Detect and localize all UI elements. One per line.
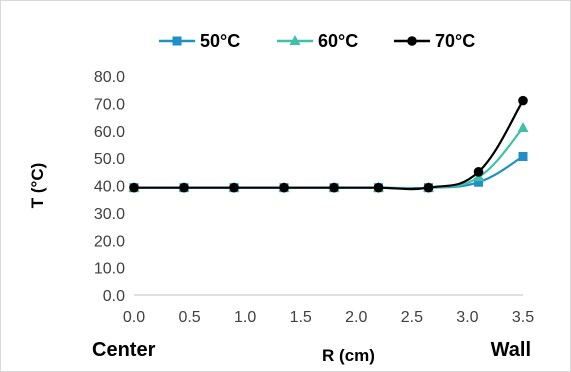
series-70CC xyxy=(129,95,528,193)
axes: 0.0 0.5 1.0 1.5 2.0 2.5 3.0 3.5 0.0 10.0 20.0 30.0… xyxy=(94,69,534,326)
x-tick-label: 2.5 xyxy=(401,309,423,326)
series-50CC xyxy=(129,151,528,193)
y-tick-label: 30.0 xyxy=(94,206,125,223)
x-tick-label: 0.0 xyxy=(123,309,145,326)
y-tick-label: 80.0 xyxy=(94,69,125,86)
legend-label: 60°C xyxy=(318,31,358,51)
data-point xyxy=(229,182,239,193)
x-tick-label: 3.0 xyxy=(456,309,478,326)
x-axis-title: R (cm) xyxy=(322,346,375,365)
legend-item: 50°C xyxy=(159,31,240,51)
data-point xyxy=(474,177,484,187)
data-point xyxy=(329,182,339,193)
data-point xyxy=(423,182,434,193)
y-tick-label: 60.0 xyxy=(94,124,125,141)
y-tick-label: 40.0 xyxy=(94,179,125,196)
series-60CC xyxy=(128,122,529,192)
x-tick-label: 3.5 xyxy=(512,309,534,326)
series-layer xyxy=(128,95,529,193)
series-line xyxy=(134,100,524,191)
x-tick-label: 0.5 xyxy=(178,309,200,326)
y-tick-label: 0.0 xyxy=(103,288,125,305)
x-axis-ticks: 0.0 0.5 1.0 1.5 2.0 2.5 3.0 3.5 xyxy=(123,309,534,326)
wall-annotation: Wall xyxy=(491,339,531,361)
legend-marker xyxy=(407,36,417,46)
legend-label: 70°C xyxy=(435,31,475,51)
legend-marker xyxy=(172,36,182,46)
data-point xyxy=(279,182,289,193)
data-point xyxy=(518,151,528,161)
x-tick-label: 1.5 xyxy=(290,309,312,326)
y-tick-label: 20.0 xyxy=(94,233,125,250)
legend-item: 60°C xyxy=(277,31,358,51)
data-point xyxy=(373,182,384,193)
y-axis-ticks: 0.0 10.0 20.0 30.0 40.0 50.0 60.0 70.0 80.0 xyxy=(94,69,125,305)
legend-label: 50°C xyxy=(200,31,240,51)
y-axis-title: T (°C) xyxy=(28,163,47,209)
data-point xyxy=(129,182,139,193)
y-tick-label: 70.0 xyxy=(94,96,125,113)
x-tick-label: 2.0 xyxy=(345,309,367,326)
data-point xyxy=(518,95,528,106)
legend: 50°C 60°C 70°C xyxy=(159,31,475,51)
data-point xyxy=(179,182,189,193)
y-tick-label: 50.0 xyxy=(94,151,125,168)
center-annotation: Center xyxy=(92,339,156,361)
x-tick-label: 1.0 xyxy=(234,309,256,326)
series-line xyxy=(134,127,524,190)
data-point xyxy=(473,167,484,177)
legend-marker xyxy=(289,35,301,45)
data-point xyxy=(517,122,529,133)
legend-item: 70°C xyxy=(394,31,475,51)
y-tick-label: 10.0 xyxy=(94,261,125,278)
